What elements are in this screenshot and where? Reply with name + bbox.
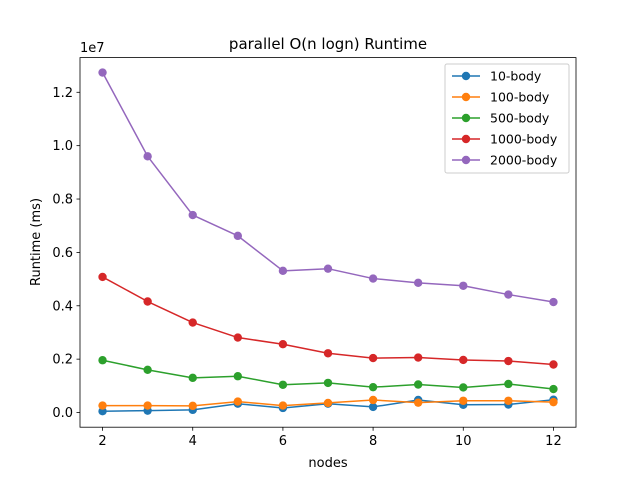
y-tick-label: 0.6: [52, 246, 73, 261]
plot-frame: [79, 57, 577, 428]
y-tick-label: 0.4: [52, 299, 73, 314]
x-tick-label: 10: [455, 434, 472, 449]
data-point: [504, 356, 513, 366]
data-point: [413, 353, 423, 362]
data-point: [98, 68, 107, 77]
data-point: [368, 402, 378, 412]
legend: 10-body 100-body 500-body 1000-body 2000-bod…: [444, 63, 570, 174]
data-point: [323, 398, 333, 408]
series-1000-body: [98, 272, 558, 369]
legend-frame: [444, 63, 570, 174]
data-point: [413, 380, 423, 389]
data-point: [323, 378, 333, 388]
series-500-body: [98, 356, 558, 394]
series-100-body: [98, 395, 558, 411]
legend-marker: [461, 155, 471, 165]
series-2000-body: [98, 68, 558, 307]
data-point: [504, 396, 513, 405]
data-point: [368, 274, 378, 283]
data-point: [143, 297, 152, 306]
x-axis-label: nodes: [308, 456, 347, 471]
x-tick-label: 6: [279, 434, 287, 449]
data-point: [278, 380, 288, 389]
legend-item: 1000-body: [452, 132, 558, 147]
y-tick-label: 0.2: [52, 353, 73, 368]
data-point: [549, 360, 558, 369]
y-tick-label: 1.0: [52, 139, 73, 154]
chart-title: parallel O(n logn) Runtime: [229, 35, 427, 53]
data-point: [368, 395, 378, 405]
data-point: [549, 297, 558, 307]
data-point: [188, 210, 197, 220]
y-axis-label: Runtime (ms): [29, 198, 44, 286]
x-tick-label: 8: [369, 434, 377, 449]
data-point: [233, 397, 243, 406]
y-tick-label: 1.2: [52, 86, 73, 101]
legend-label: 1000-body: [490, 132, 558, 147]
x-tick-label: 4: [189, 434, 197, 449]
x-tick-label: 12: [545, 434, 562, 449]
y-axis: 0.0 0.2 0.4 0.6 0.8 1.0 1.2: [52, 86, 80, 421]
data-point: [188, 401, 197, 411]
y-tick-label: 0.0: [52, 406, 73, 421]
data-point: [278, 266, 288, 276]
legend-marker: [461, 113, 471, 123]
legend-marker: [461, 71, 471, 81]
data-point: [459, 281, 468, 290]
data-point: [143, 365, 152, 375]
data-point: [549, 397, 558, 407]
x-tick-label: 2: [98, 434, 106, 449]
data-point: [98, 272, 107, 282]
data-point: [278, 340, 288, 349]
legend-marker: [461, 134, 471, 144]
legend-label: 2000-body: [490, 153, 558, 168]
legend-label: 10-body: [490, 69, 542, 84]
data-point: [323, 349, 333, 358]
data-point: [98, 356, 107, 365]
legend-item: 500-body: [452, 111, 550, 126]
y-tick-label: 0.8: [52, 193, 73, 208]
data-point: [233, 231, 243, 241]
data-point: [504, 290, 513, 299]
data-point: [549, 384, 558, 394]
data-point: [459, 355, 468, 365]
data-point: [413, 278, 423, 288]
x-axis: 2 4 6 8 10 12: [98, 427, 562, 449]
data-point: [188, 373, 197, 383]
data-point: [233, 372, 243, 381]
legend-label: 100-body: [490, 90, 550, 105]
data-point: [278, 401, 288, 410]
y-scale-label: 1e7: [80, 41, 105, 56]
data-point: [98, 401, 107, 410]
legend-item: 100-body: [452, 90, 550, 105]
data-point: [459, 396, 468, 405]
data-point: [143, 401, 152, 410]
data-point: [368, 382, 378, 392]
legend-marker: [461, 92, 471, 102]
legend-item: 2000-body: [452, 153, 558, 168]
data-point: [368, 353, 378, 363]
legend-label: 500-body: [490, 111, 550, 126]
plot-series: [98, 68, 558, 416]
data-point: [413, 398, 423, 407]
data-point: [143, 152, 152, 161]
data-point: [323, 264, 333, 273]
data-point: [188, 318, 197, 327]
legend-item: 10-body: [452, 69, 542, 84]
data-point: [459, 383, 468, 392]
data-point: [233, 333, 243, 342]
data-point: [504, 379, 513, 389]
